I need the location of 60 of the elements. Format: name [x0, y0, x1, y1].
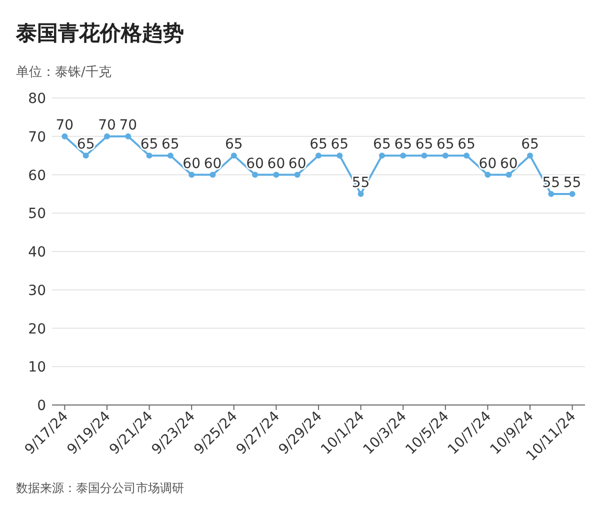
y-tick-label: 80	[28, 91, 46, 107]
data-label: 65	[140, 136, 158, 153]
y-tick-label: 30	[28, 282, 46, 299]
point	[188, 172, 195, 178]
y-tick-label: 60	[28, 168, 46, 184]
point	[442, 152, 448, 159]
point	[167, 152, 174, 159]
data-label: 65	[394, 136, 412, 153]
point	[336, 152, 343, 159]
chart-title: 泰国青花价格趋势	[15, 21, 184, 45]
y-axis-title: 单位：泰铢/千克	[16, 65, 112, 80]
data-label: 60	[182, 156, 201, 172]
point	[400, 152, 406, 159]
point	[421, 152, 428, 159]
data-label: 70	[119, 117, 138, 134]
point	[294, 172, 300, 178]
data-label: 60	[204, 156, 222, 172]
data-label: 65	[76, 136, 95, 153]
data-label: 70	[56, 117, 74, 134]
data-label: 65	[521, 136, 539, 153]
data-label: 60	[267, 156, 286, 172]
data-label: 65	[415, 136, 434, 153]
point	[146, 152, 152, 159]
y-tick-label: 0	[37, 398, 46, 414]
source-note: 数据来源：泰国分公司市场调研	[16, 481, 184, 495]
y-tick-label: 40	[28, 244, 46, 260]
data-label: 70	[98, 117, 116, 134]
point	[104, 133, 110, 140]
data-label: 55	[563, 174, 582, 191]
point	[484, 172, 491, 178]
data-label: 60	[500, 156, 518, 172]
point	[273, 172, 280, 178]
point	[506, 172, 512, 178]
point	[316, 152, 322, 159]
y-tick-label: 50	[28, 206, 46, 222]
data-label: 65	[330, 136, 349, 153]
point	[230, 152, 237, 159]
data-label: 65	[310, 136, 328, 153]
point	[569, 190, 576, 197]
y-tick-label: 70	[28, 129, 46, 146]
point	[252, 172, 258, 178]
data-label: 65	[224, 136, 243, 153]
point	[358, 190, 364, 197]
data-label: 65	[436, 136, 454, 153]
data-label: 65	[162, 136, 180, 153]
y-tick-label: 10	[28, 360, 46, 376]
point	[548, 190, 554, 197]
point	[464, 152, 470, 159]
point	[82, 152, 89, 159]
y-tick-label: 20	[28, 321, 46, 338]
data-label: 60	[246, 156, 264, 172]
point	[378, 152, 385, 159]
data-label: 65	[373, 136, 391, 153]
point	[125, 133, 132, 140]
point	[210, 172, 216, 178]
data-label: 60	[478, 156, 497, 172]
data-label: 60	[288, 156, 306, 172]
point	[62, 133, 68, 140]
point	[527, 152, 534, 159]
data-label: 65	[458, 136, 476, 153]
